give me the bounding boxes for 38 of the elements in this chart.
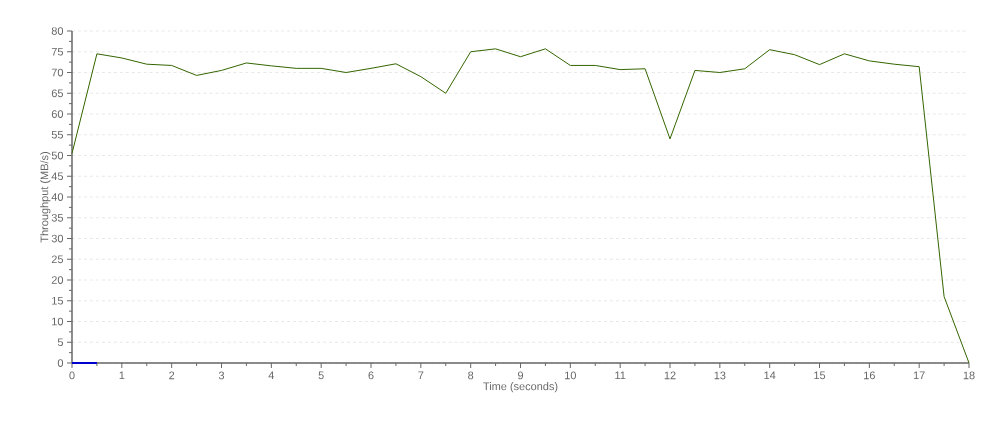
y-axis-title: Throughput (MB/s) bbox=[40, 152, 51, 243]
x-tick-label: 11 bbox=[615, 371, 626, 380]
x-axis-title: Time (seconds) bbox=[483, 382, 558, 393]
x-tick-label: 13 bbox=[714, 371, 726, 380]
y-tick-label: 10 bbox=[52, 317, 64, 326]
x-tick-label: 8 bbox=[468, 371, 474, 380]
x-tick-label: 18 bbox=[963, 371, 975, 380]
x-tick-label: 4 bbox=[268, 371, 275, 380]
x-tick-label: 9 bbox=[517, 371, 524, 380]
x-tick-label: 6 bbox=[368, 371, 374, 380]
y-tick-label: 50 bbox=[51, 151, 64, 160]
x-tick-label: 2 bbox=[169, 371, 175, 380]
y-tick-label: 20 bbox=[51, 276, 64, 284]
y-tick-label: 40 bbox=[51, 193, 64, 201]
y-tick-label: 25 bbox=[51, 255, 64, 264]
y-tick-label: 80 bbox=[51, 27, 64, 35]
y-tick-label: 65 bbox=[51, 89, 64, 98]
x-tick-label: 10 bbox=[565, 371, 576, 380]
x-tick-label: 3 bbox=[218, 371, 225, 380]
y-tick-label: 30 bbox=[51, 234, 64, 243]
x-tick-label: 12 bbox=[664, 371, 676, 380]
x-tick-label: 7 bbox=[418, 371, 424, 380]
y-tick-label: 75 bbox=[51, 47, 64, 56]
x-tick-label: 15 bbox=[814, 371, 826, 380]
y-tick-label: 45 bbox=[51, 172, 64, 181]
y-tick-label: 70 bbox=[51, 68, 64, 77]
x-tick-label: 1 bbox=[119, 371, 125, 380]
y-tick-label: 60 bbox=[51, 110, 64, 118]
y-tick-label: 5 bbox=[57, 338, 64, 347]
x-tick-label: 5 bbox=[318, 371, 324, 380]
x-tick-label: 0 bbox=[69, 371, 75, 380]
y-tick-label: 35 bbox=[51, 213, 64, 222]
y-tick-label: 15 bbox=[52, 296, 64, 305]
x-tick-label: 14 bbox=[764, 371, 776, 380]
x-tick-label: 17 bbox=[913, 371, 925, 380]
y-tick-label: 55 bbox=[51, 130, 64, 139]
x-tick-label: 16 bbox=[864, 371, 875, 380]
y-tick-label: 0 bbox=[57, 359, 64, 367]
